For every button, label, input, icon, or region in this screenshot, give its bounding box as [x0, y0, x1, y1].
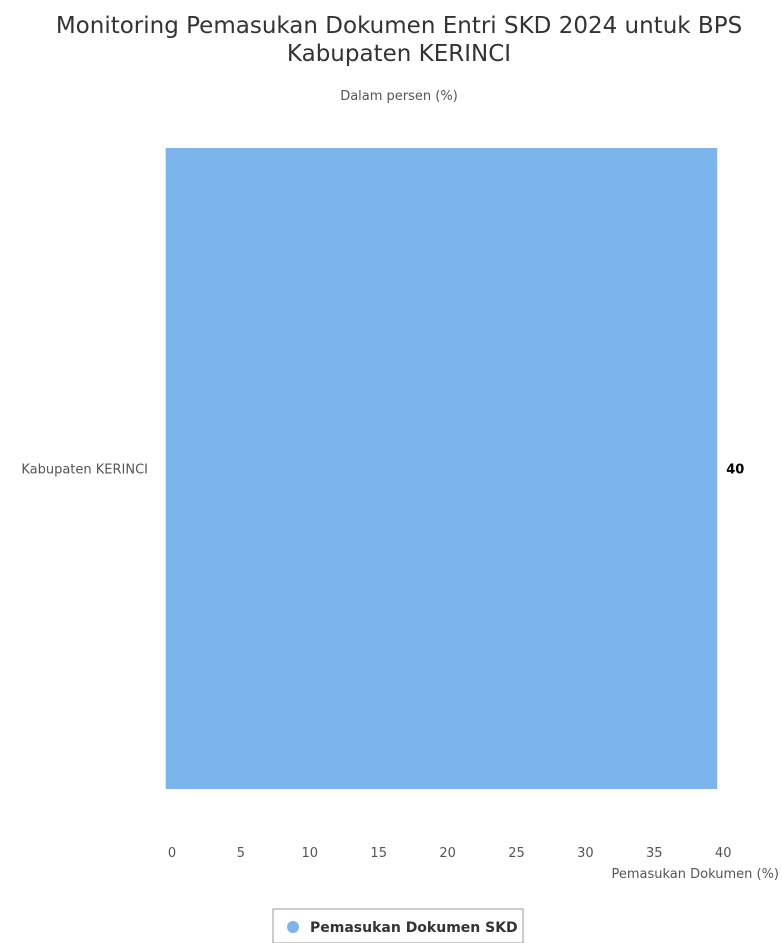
x-tick-label: 35: [646, 846, 663, 861]
x-tick-label: 15: [370, 846, 387, 861]
legend-item-label[interactable]: Pemasukan Dokumen SKD: [310, 920, 518, 936]
x-tick-label: 20: [439, 846, 456, 861]
legend[interactable]: Pemasukan Dokumen SKD: [272, 908, 524, 943]
bars-group: [166, 148, 718, 789]
x-tick-label: 5: [237, 846, 245, 861]
category-label: Kabupaten KERINCI: [21, 463, 148, 478]
x-tick-label: 0: [168, 846, 176, 861]
legend-box: [272, 908, 524, 943]
x-tick-label: 10: [302, 846, 319, 861]
x-tick-label: 25: [508, 846, 525, 861]
chart-subtitle: Dalam persen (%): [340, 89, 458, 104]
x-axis-title: Pemasukan Dokumen (%): [611, 867, 779, 882]
category-labels-group: Kabupaten KERINCI: [21, 463, 148, 478]
x-tick-label: 30: [577, 846, 594, 861]
x-tick-label: 40: [715, 846, 732, 861]
x-axis-ticks-group: 051015202530354045: [168, 846, 732, 861]
legend-item-marker: [287, 921, 299, 933]
data-labels-group: 40: [726, 463, 744, 478]
bar[interactable]: [166, 148, 718, 789]
chart-title-line-1: Monitoring Pemasukan Dokumen Entri SKD 2…: [56, 13, 742, 39]
chart-title-line-2: Kabupaten KERINCI: [287, 41, 511, 67]
data-label: 40: [726, 463, 744, 478]
